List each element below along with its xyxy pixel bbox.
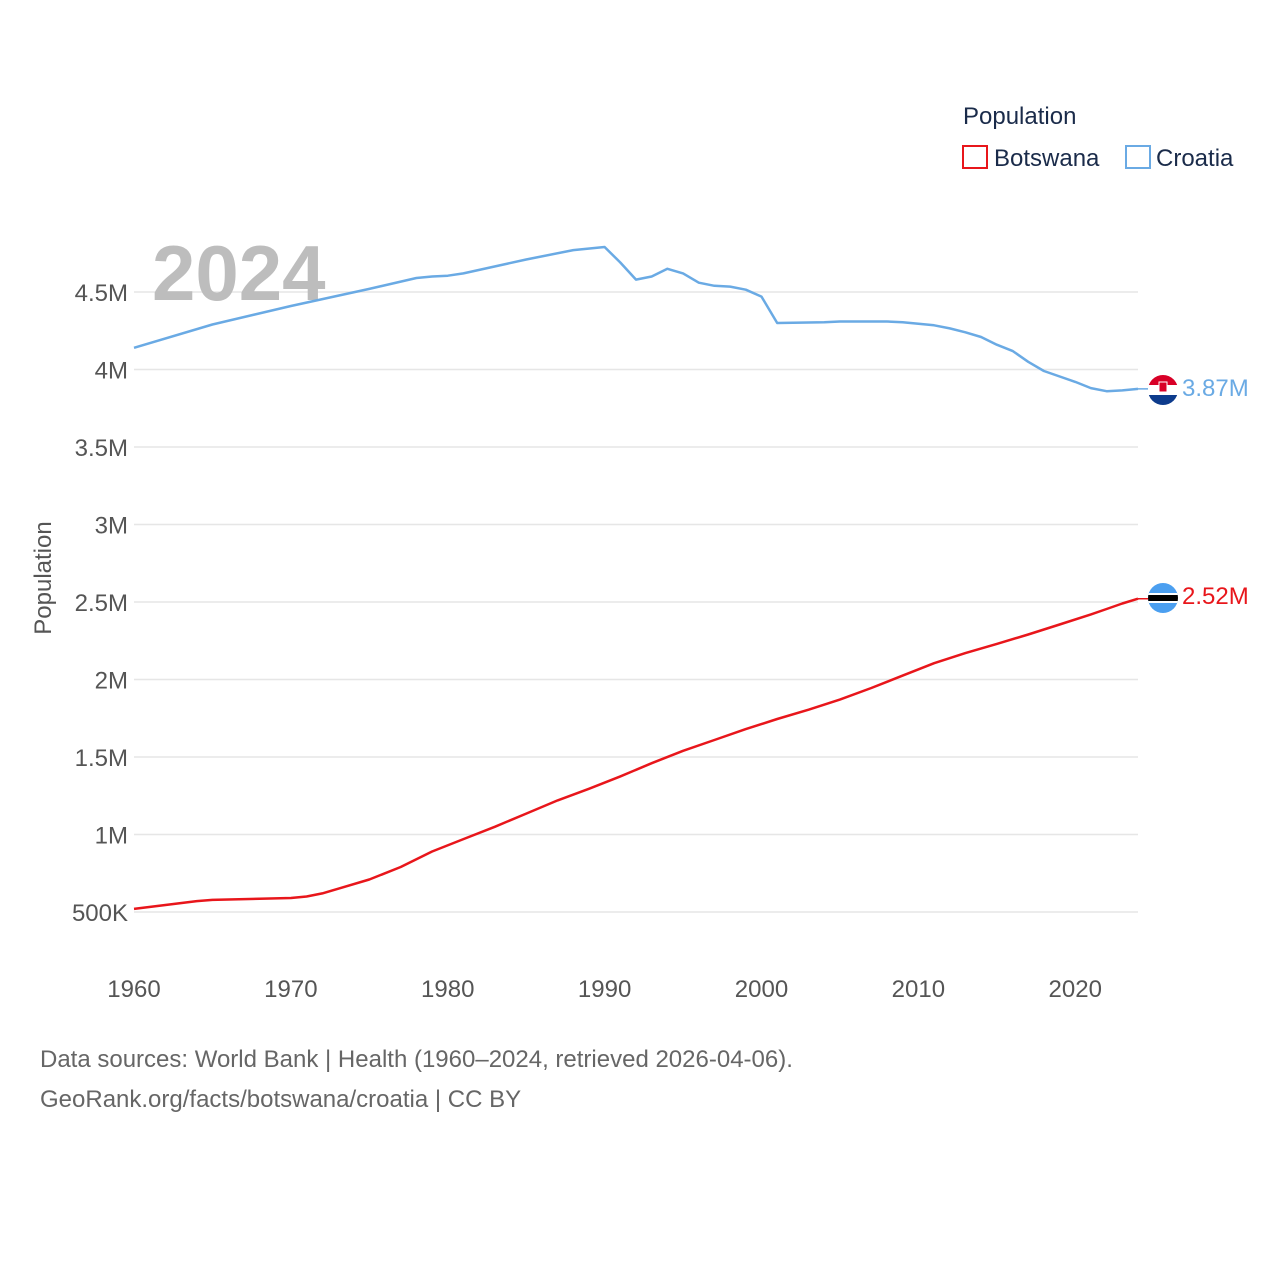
y-tick-label: 3M [95,513,128,540]
legend-label-croatia: Croatia [1156,145,1234,172]
attribution-note: GeoRank.org/facts/botswana/croatia | CC … [40,1086,522,1113]
grid-lines [134,291,1138,913]
y-tick-label: 4.5M [75,280,128,307]
botswana-line [133,597,1139,911]
y-axis: 500K 1M 1.5M 2M 2.5M 3M 3.5M 4M 4.5M [72,280,128,927]
botswana-end-label: 2.52M [1182,583,1249,610]
x-tick-label: 1980 [421,976,474,1003]
y-tick-label: 500K [72,900,128,927]
x-tick-label: 1960 [107,976,160,1003]
x-tick-label: 2010 [892,976,945,1003]
y-tick-label: 1.5M [75,745,128,772]
y-tick-label: 4M [95,358,128,385]
x-tick-label: 2020 [1049,976,1102,1003]
year-watermark: 2024 [152,229,326,317]
x-tick-label: 1970 [264,976,317,1003]
x-tick-label: 1990 [578,976,631,1003]
x-axis: 1960 1970 1980 1990 2000 2010 2020 [107,976,1102,1003]
legend-label-botswana: Botswana [994,145,1100,172]
y-tick-label: 1M [95,823,128,850]
croatia-flag-icon [1148,375,1178,405]
y-tick-label: 3.5M [75,435,128,462]
botswana-flag-icon [1148,583,1178,613]
legend-swatch-botswana [962,145,988,169]
y-tick-label: 2M [95,668,128,695]
croatia-line [133,245,1139,393]
population-line-chart: 500K 1M 1.5M 2M 2.5M 3M 3.5M 4M 4.5M 1960 1970 198… [30,103,1249,1003]
y-axis-label: Population [30,521,57,634]
y-tick-label: 2.5M [75,590,128,617]
croatia-end-label: 3.87M [1182,375,1249,402]
series-lines [133,245,1148,911]
legend-swatch-croatia [1125,145,1151,169]
legend: Population Botswana Croatia [962,103,1234,172]
legend-title: Population [963,103,1076,130]
data-source-note: Data sources: World Bank | Health (1960–… [40,1046,793,1073]
x-tick-label: 2000 [735,976,788,1003]
